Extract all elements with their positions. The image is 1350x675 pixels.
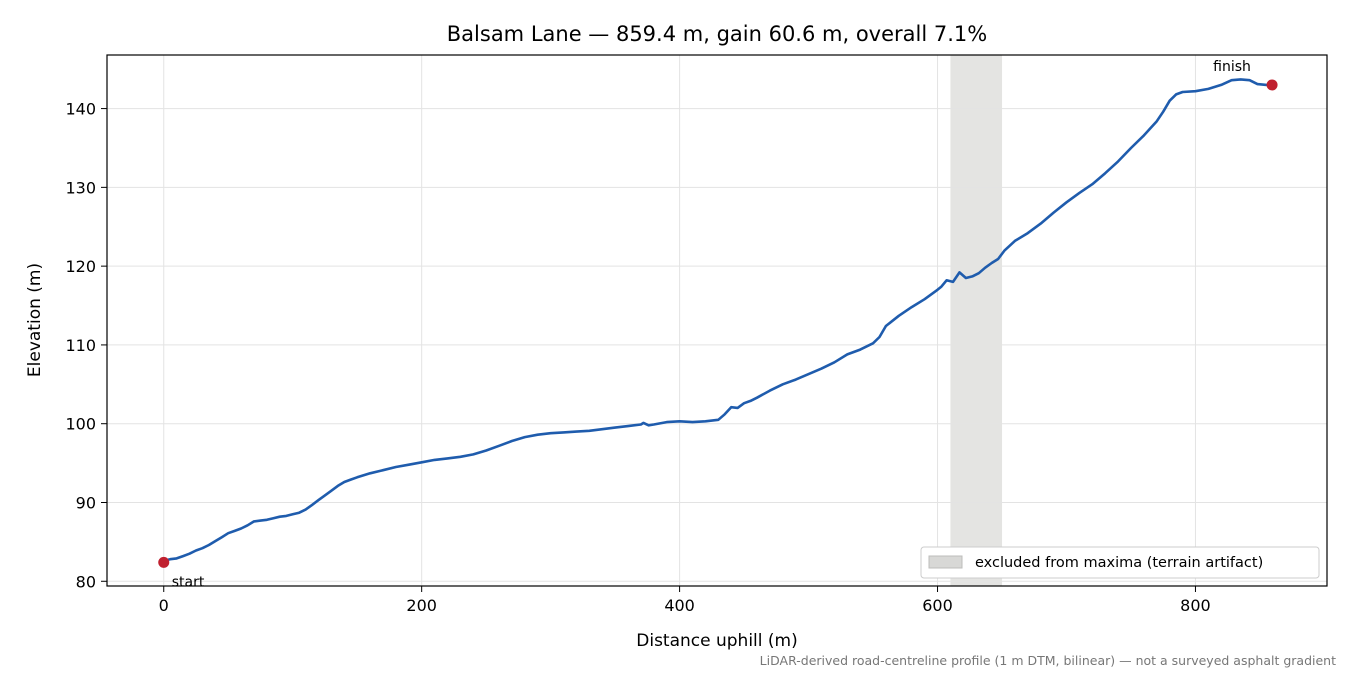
legend-swatch-excluded xyxy=(928,555,963,569)
grid-layer xyxy=(107,55,1327,586)
elevation-profile-line xyxy=(162,78,1274,563)
y-tick-label: 100 xyxy=(65,415,96,434)
y-tick-label: 140 xyxy=(65,100,96,119)
plot-area: start finish xyxy=(106,54,1328,590)
legend-box xyxy=(920,546,1320,579)
footnote: LiDAR-derived road-centreline profile (1… xyxy=(760,653,1336,668)
x-tick-label: 400 xyxy=(664,596,695,615)
marker-layer: start finish xyxy=(158,59,1278,590)
plot-frame xyxy=(106,54,1328,587)
y-tick-label: 110 xyxy=(65,336,96,355)
y-tick-label: 80 xyxy=(76,572,96,591)
finish-marker xyxy=(1266,79,1278,91)
y-tick-label: 120 xyxy=(65,257,96,276)
x-tick-label: 0 xyxy=(159,596,169,615)
chart-title: Balsam Lane — 859.4 m, gain 60.6 m, over… xyxy=(447,22,987,46)
x-axis-ticks: 0 200 400 600 800 xyxy=(159,586,1211,615)
x-tick-label: 200 xyxy=(406,596,437,615)
x-tick-label: 600 xyxy=(922,596,953,615)
y-tick-label: 90 xyxy=(76,493,96,512)
start-label: start xyxy=(172,574,205,590)
y-tick-label: 130 xyxy=(65,178,96,197)
y-axis-ticks: 80 90 100 110 120 130 140 xyxy=(65,100,107,591)
x-tick-label: 800 xyxy=(1180,596,1211,615)
excluded-region-layer xyxy=(950,55,1003,586)
start-marker xyxy=(158,556,170,568)
x-axis-label: Distance uphill (m) xyxy=(636,631,797,651)
finish-label: finish xyxy=(1213,59,1251,75)
series-layer xyxy=(162,78,1274,563)
legend: excluded from maxima (terrain artifact) xyxy=(920,546,1320,579)
y-axis-label: Elevation (m) xyxy=(25,263,45,377)
legend-label-excluded: excluded from maxima (terrain artifact) xyxy=(975,555,1263,571)
excluded-region xyxy=(950,55,1003,586)
